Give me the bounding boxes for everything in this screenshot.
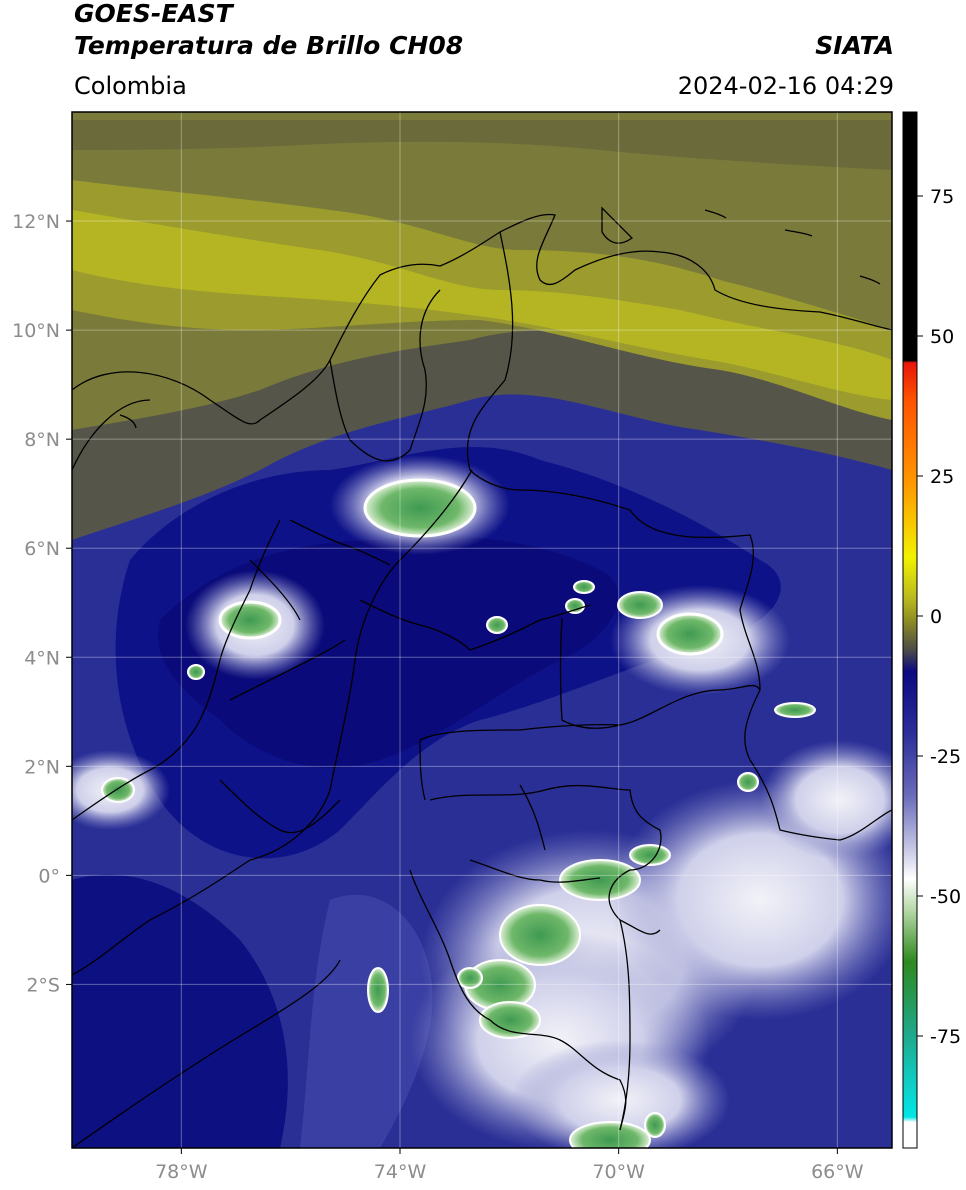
lat-tick-label: 6°N — [24, 538, 60, 560]
lon-tick-label: 70°W — [592, 1161, 645, 1183]
colorbar-tick-label: -50 — [930, 886, 961, 908]
lat-tick-label: 2°N — [24, 756, 60, 778]
lat-tick-label: 4°N — [24, 647, 60, 669]
lon-tick-label: 66°W — [811, 1161, 864, 1183]
colorbar-tick-label: 0 — [930, 606, 942, 628]
borders — [72, 206, 892, 1148]
colorbar-tick-label: 25 — [930, 466, 954, 488]
map-frame — [71, 111, 893, 1149]
latitude-axis: 12°N 10°N 8°N 6°N 4°N 2°N 0° 2°S — [12, 211, 72, 996]
colorbar-tick-label: -75 — [930, 1026, 961, 1048]
lat-tick-label: 8°N — [24, 429, 60, 451]
colorbar-tick-label: 50 — [930, 326, 954, 348]
region-label: Colombia — [74, 72, 187, 100]
lat-tick-label: 0° — [38, 865, 60, 887]
title-product: Temperatura de Brillo CH08 — [74, 31, 464, 60]
lat-tick-label: 10°N — [12, 320, 60, 342]
title-satellite: GOES-EAST — [74, 0, 233, 28]
colorbar-ramp — [903, 112, 917, 1148]
colorbar-frame — [902, 111, 918, 1149]
longitude-axis: 78°W 74°W 70°W 66°W — [155, 1148, 864, 1183]
lon-tick-label: 74°W — [374, 1161, 427, 1183]
brand-label: SIATA — [815, 31, 894, 60]
timestamp-label: 2024-02-16 04:29 — [677, 72, 894, 100]
colorbar: 75 50 25 0 -25 -50 -75 — [902, 111, 961, 1149]
colorbar-axis: 75 50 25 0 -25 -50 -75 — [917, 186, 961, 1048]
satellite-imagery — [72, 112, 892, 1148]
lat-tick-label: 2°S — [26, 974, 60, 996]
colorbar-tick-label: -25 — [930, 746, 961, 768]
lat-tick-label: 12°N — [12, 211, 60, 233]
lon-tick-label: 78°W — [155, 1161, 208, 1183]
colorbar-tick-label: 75 — [930, 186, 954, 208]
